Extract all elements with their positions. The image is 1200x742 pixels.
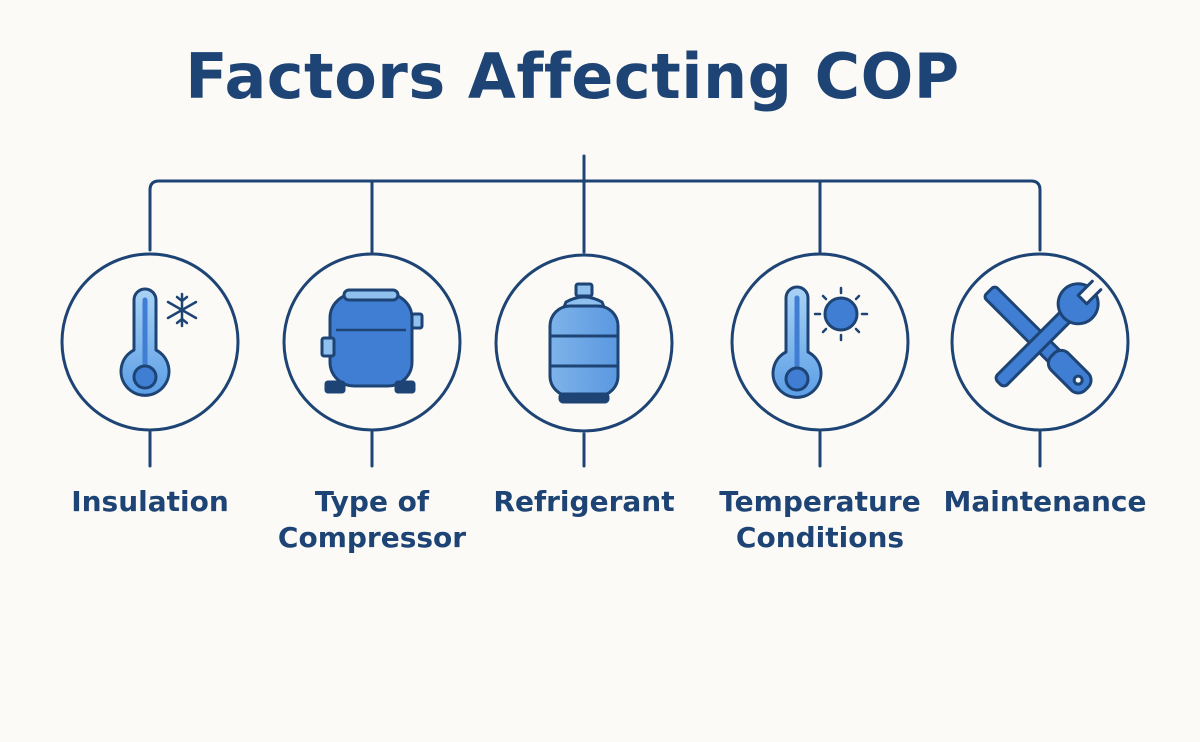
wrench-screwdriver-icon [983, 279, 1103, 395]
thermometer-sun-icon [771, 285, 869, 399]
circle-temperature [730, 252, 910, 432]
branch-bar [148, 179, 1042, 252]
label-temperature-conditions: Temperature Conditions [719, 485, 921, 554]
label-insulation: Insulation [71, 485, 229, 518]
compressor-icon [320, 288, 424, 394]
label-type-of-compressor: Type of Compressor [277, 485, 467, 554]
diagram-title: Factors Affecting COP [185, 40, 960, 113]
label-maintenance: Maintenance [943, 485, 1147, 518]
gas-cylinder-icon [548, 282, 620, 404]
thermometer-snowflake-icon [119, 287, 198, 397]
label-refrigerant: Refrigerant [493, 485, 675, 518]
